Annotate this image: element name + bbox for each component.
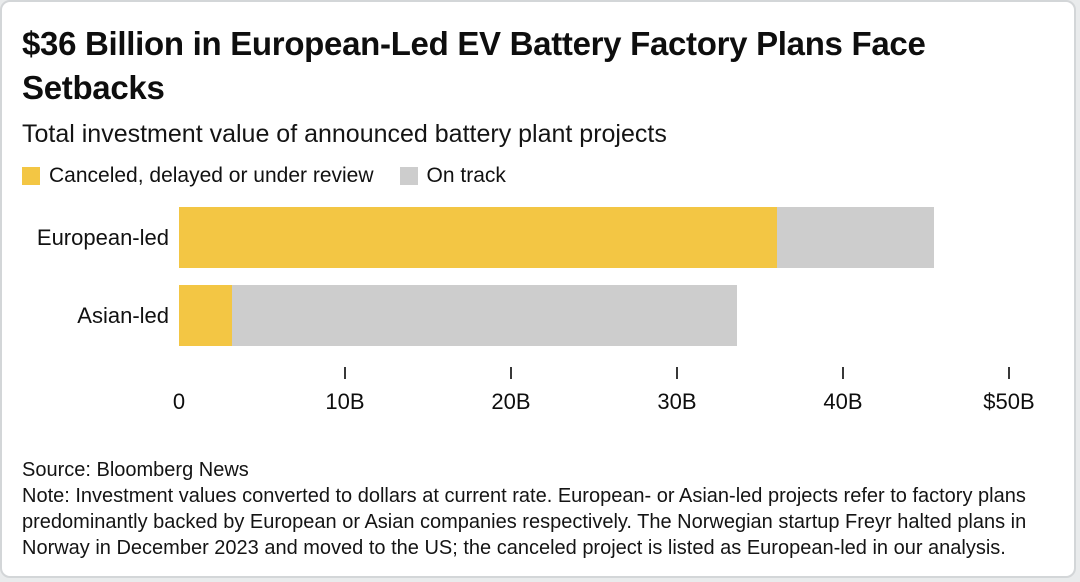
bar-row-european-led: European-led	[22, 207, 1054, 268]
chart-footer: Source: Bloomberg News Note: Investment …	[22, 457, 1054, 561]
legend-label-on-track: On track	[426, 164, 506, 187]
legend-item-canceled: Canceled, delayed or under review	[22, 164, 374, 188]
x-axis-tick-30	[676, 367, 678, 379]
category-label-asian-led: Asian-led	[77, 302, 169, 328]
x-axis-labels: 0 10B 20B 30B 40B $50B	[173, 389, 1035, 416]
category-label-european-led: European-led	[36, 224, 169, 250]
note-text: Note: Investment values converted to dol…	[22, 485, 1027, 559]
x-axis-label-20: 20B	[491, 389, 531, 414]
legend-swatch-canceled	[22, 167, 40, 185]
stacked-bar-chart: European-led Asian-led 0 10B 20B 30B 40B $50B	[22, 207, 1054, 416]
legend-label-canceled: Canceled, delayed or under review	[49, 164, 374, 187]
x-axis-label-0: 0	[172, 389, 186, 414]
x-axis-tick-20	[510, 367, 512, 379]
x-axis-tick-50	[1008, 367, 1010, 379]
bar-track-european-led	[179, 207, 1009, 268]
bar-row-asian-led: Asian-led	[22, 285, 1054, 346]
bar-segment-european-on-track	[776, 207, 935, 268]
legend-swatch-on-track	[399, 167, 418, 185]
x-axis-tick-10	[344, 367, 346, 379]
x-axis-label-30: 30B	[657, 389, 697, 414]
x-axis-label-40: 40B	[823, 389, 863, 414]
bar-track-asian-led	[179, 285, 1009, 346]
source-text: Source: Bloomberg News	[22, 459, 249, 481]
x-axis-tick-40	[842, 367, 844, 379]
bar-segment-asian-canceled	[179, 285, 233, 346]
x-axis-ticks	[179, 363, 1010, 379]
chart-title: $36 Billion in European-Led EV Battery F…	[22, 25, 926, 106]
x-axis-label-10: 10B	[325, 389, 365, 414]
legend-item-on-track: On track	[399, 164, 506, 188]
chart-subtitle: Total investment value of announced batt…	[22, 120, 667, 148]
x-axis-label-50: $50B	[983, 389, 1035, 414]
bar-segment-asian-on-track	[232, 285, 737, 346]
bar-segment-european-canceled	[179, 207, 777, 268]
chart-legend: Canceled, delayed or under review On tra…	[22, 164, 1054, 188]
